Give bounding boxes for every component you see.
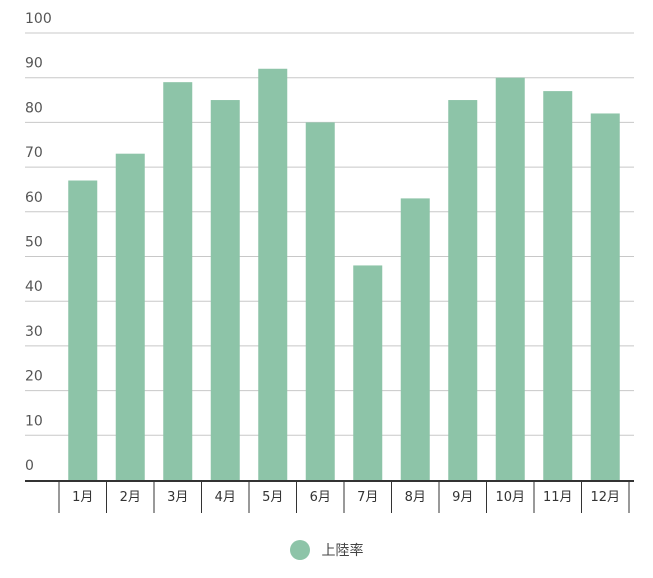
x-tick-label: 3月 [167,490,188,505]
bar [543,91,573,481]
bars [68,68,620,481]
bar [258,68,288,480]
bar [115,153,145,480]
y-axis-ticks: 0 10 20 30 40 50 60 70 80 90 100 [25,11,52,474]
y-tick-label: 40 [25,279,43,295]
bar [400,198,430,480]
y-tick-label: 30 [25,324,43,340]
y-tick-label: 20 [25,369,43,385]
bar-chart: 0 10 20 30 40 50 60 70 80 90 100 1月 2月 3月 4月 5月 6月 7月 8月 9… [25,11,634,513]
y-tick-label: 80 [25,100,43,116]
bar [448,100,478,481]
y-tick-label: 60 [25,190,43,206]
y-tick-label: 100 [25,11,52,27]
bar [353,265,383,480]
x-tick-label: 6月 [310,490,331,505]
x-tick-label: 2月 [120,490,141,505]
bar [68,180,98,480]
y-tick-label: 0 [25,458,34,474]
x-tick-label: 1月 [72,490,93,505]
x-tick-label: 8月 [405,490,426,505]
y-tick-label: 70 [25,145,43,161]
x-tick-label: 10月 [495,490,525,505]
y-tick-label: 50 [25,235,43,251]
bar [210,100,240,481]
bar [495,77,525,480]
y-tick-label: 90 [25,56,43,72]
x-tick-label: 5月 [262,490,283,505]
legend-swatch [289,540,310,560]
x-tick-label: 11月 [543,490,573,505]
bar [305,122,335,481]
x-tick-label: 12月 [590,490,620,505]
y-tick-label: 10 [25,413,43,429]
x-tick-label: 7月 [357,490,378,505]
bar [590,113,620,481]
x-tick-label: 9月 [452,490,473,505]
legend-label: 上陸率 [321,543,364,559]
x-tick-label: 4月 [215,490,236,505]
x-axis: 1月 2月 3月 4月 5月 6月 7月 8月 9月 10月 11月 12月 [25,480,634,513]
legend: 上陸率 [0,540,653,560]
bar [163,82,193,481]
